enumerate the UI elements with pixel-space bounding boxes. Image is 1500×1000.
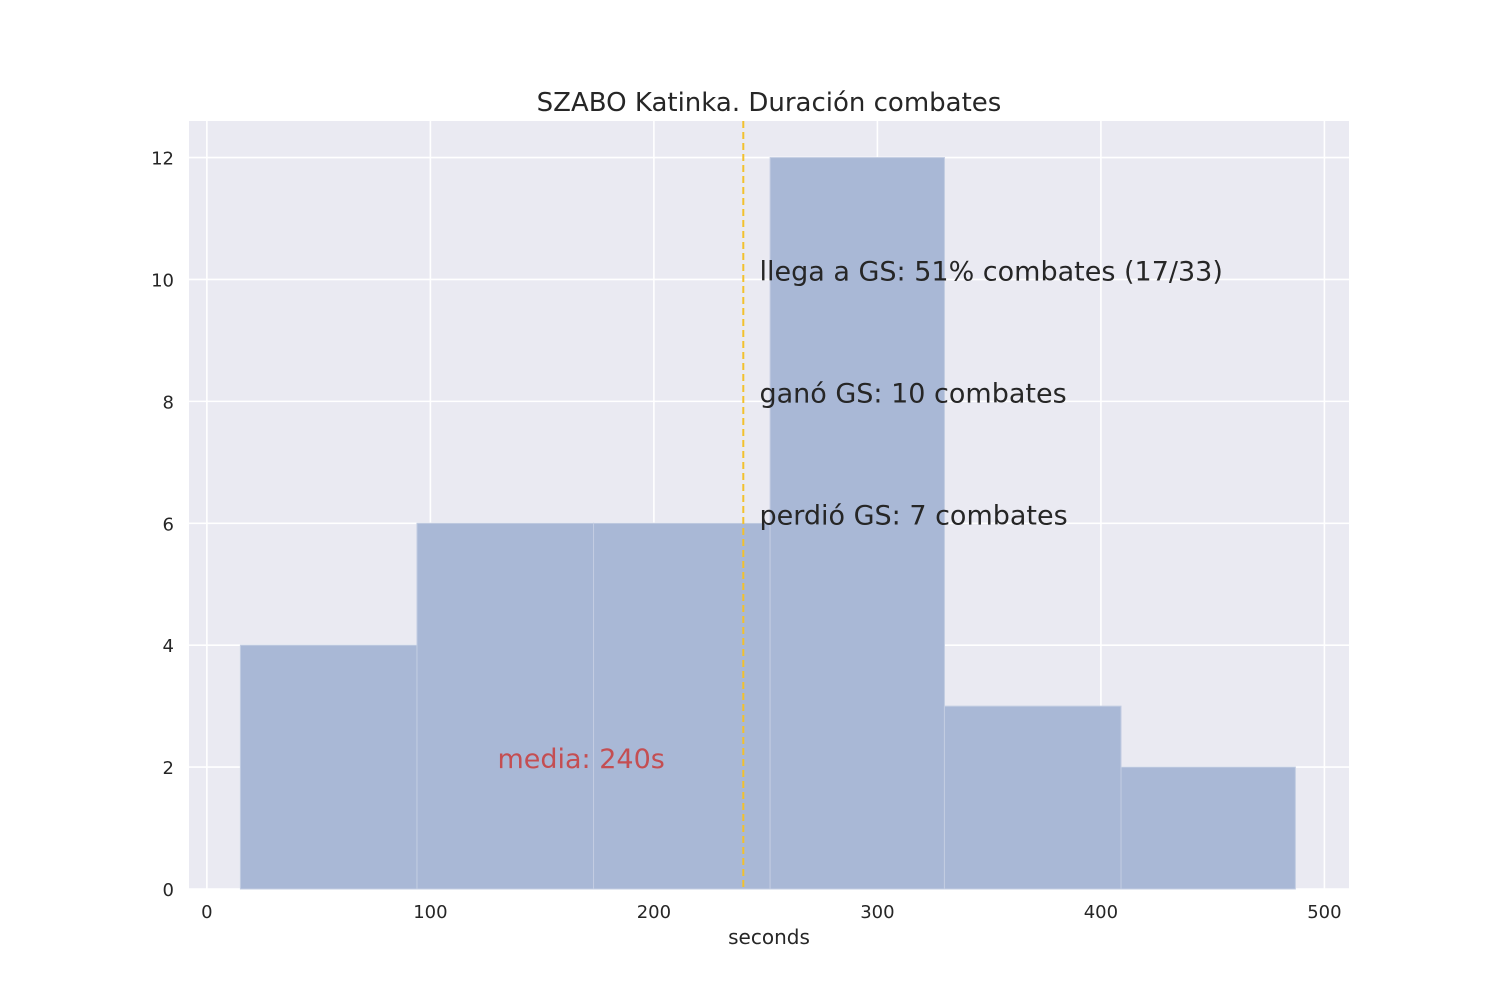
y-tick-label: 2: [163, 758, 174, 779]
histogram-bar: [593, 522, 771, 890]
y-tick-label: 4: [163, 636, 174, 657]
y-tick-label: 6: [163, 514, 174, 535]
annotation-label: perdió GS: 7 combates: [759, 500, 1067, 531]
x-ticks: 0 100 200 300 400 500: [201, 902, 1341, 923]
y-ticks: 0 2 4 6 8 10 12: [151, 149, 174, 901]
histogram-bar: [416, 522, 595, 890]
chart-title: SZABO Katinka. Duración combates: [537, 88, 1002, 118]
y-tick-label: 8: [163, 392, 174, 413]
x-tick-label: 100: [413, 902, 447, 923]
annotation-label: llega a GS: 51% combates (17/33): [759, 256, 1222, 287]
x-tick-label: 500: [1307, 902, 1341, 923]
mean-label: media: 240s: [497, 744, 664, 775]
annotations: llega a GS: 51% combates (17/33) ganó GS:…: [497, 256, 1222, 775]
histogram-bar: [1120, 766, 1296, 890]
x-tick-label: 300: [860, 902, 894, 923]
y-tick-label: 10: [151, 270, 174, 291]
y-tick-label: 12: [151, 149, 174, 170]
histogram-bars: [239, 157, 1296, 890]
x-axis-label: seconds: [728, 925, 810, 949]
histogram-bar: [769, 157, 945, 890]
histogram-bar: [239, 644, 418, 890]
x-tick-label: 400: [1084, 902, 1118, 923]
x-tick-label: 0: [201, 902, 212, 923]
x-tick-label: 200: [637, 902, 671, 923]
annotation-label: ganó GS: 10 combates: [759, 378, 1066, 409]
histogram-bar: [943, 705, 1122, 890]
y-tick-label: 0: [163, 880, 174, 901]
